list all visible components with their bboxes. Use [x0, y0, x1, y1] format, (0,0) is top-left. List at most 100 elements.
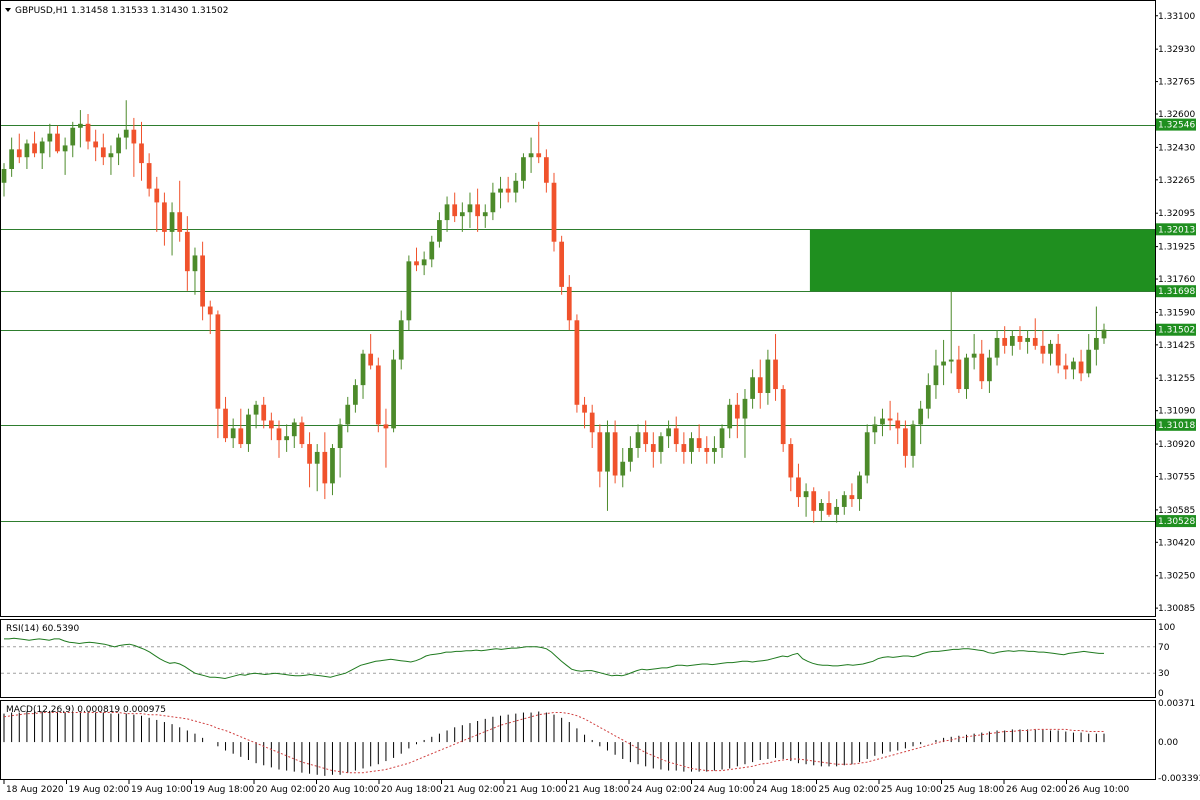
- candle-body: [757, 377, 763, 393]
- candle-body: [406, 261, 412, 321]
- candle-body: [1002, 337, 1008, 346]
- candle: [582, 396, 587, 429]
- candle: [605, 420, 610, 511]
- candle: [712, 436, 717, 464]
- candle: [406, 255, 412, 331]
- candle-body: [635, 432, 641, 448]
- candle: [956, 345, 962, 393]
- candle-body: [284, 436, 290, 441]
- resistance-zone-layer: [809, 229, 1155, 292]
- time-tick-label: 21 Aug 18:00: [569, 785, 630, 795]
- level-tag-box: [1156, 515, 1196, 528]
- candle-body: [184, 231, 190, 272]
- candle: [673, 416, 679, 452]
- candle-body: [62, 145, 68, 152]
- collapse-triangle-icon[interactable]: [5, 8, 11, 12]
- candle: [979, 339, 985, 390]
- candle: [253, 400, 259, 429]
- level-tag-label: 1.31018: [1158, 421, 1195, 431]
- candle: [689, 432, 694, 464]
- candle-body: [750, 377, 755, 399]
- candle-body: [872, 424, 878, 433]
- candle: [841, 491, 847, 515]
- candle-body: [131, 129, 137, 144]
- candle-body: [1032, 337, 1038, 346]
- candle: [910, 420, 916, 468]
- candle-body: [788, 444, 794, 478]
- candle: [177, 180, 183, 242]
- price-tick-label: 1.31760: [1158, 275, 1195, 285]
- candle-body: [139, 143, 144, 164]
- candle-body: [903, 428, 908, 456]
- candle: [169, 202, 175, 256]
- time-tick-label: 25 Aug 10:00: [881, 785, 942, 795]
- candle: [131, 117, 137, 177]
- candle: [345, 396, 351, 433]
- candle: [215, 310, 221, 439]
- candle: [116, 133, 121, 166]
- candle-body: [108, 153, 114, 158]
- candle: [437, 212, 442, 248]
- candle-body: [605, 432, 610, 472]
- candle: [1093, 306, 1099, 366]
- macd-layer: 0.00371 0.00 -0.003393: [3, 699, 1200, 784]
- candle-body: [398, 320, 404, 360]
- candle-body: [880, 418, 885, 425]
- candle-body: [123, 129, 129, 138]
- candle: [681, 432, 687, 464]
- level-tag-box: [1156, 223, 1196, 236]
- level-tag-label: 1.32013: [1158, 225, 1195, 235]
- candle: [360, 349, 366, 399]
- time-tick-label: 19 Aug 18:00: [194, 785, 255, 795]
- candle: [1040, 330, 1046, 364]
- candle-body: [895, 420, 901, 429]
- candle: [391, 349, 396, 433]
- candle-body: [314, 451, 320, 464]
- price-tick-label: 1.31255: [1158, 374, 1195, 384]
- candle: [513, 172, 519, 203]
- candle-body: [85, 123, 91, 142]
- candle-body: [78, 123, 83, 128]
- candle-body: [116, 137, 121, 154]
- candle: [1025, 330, 1030, 354]
- candle-body: [566, 286, 572, 321]
- rsi-layer: 100 70 30 0: [1, 623, 1175, 699]
- candle-body: [582, 404, 587, 413]
- candle: [284, 424, 290, 452]
- candle-body: [620, 461, 626, 476]
- macd-signal-line: [3, 712, 1104, 774]
- candle-body: [712, 447, 717, 452]
- candle-body: [658, 436, 664, 452]
- candle: [268, 412, 274, 441]
- candle-body: [1063, 365, 1069, 370]
- time-tick-label: 25 Aug 02:00: [819, 785, 880, 795]
- price-tick-label: 1.31925: [1158, 243, 1195, 253]
- candle: [941, 339, 946, 386]
- candle-body: [1093, 337, 1099, 350]
- candle: [467, 192, 473, 228]
- candle-body: [93, 141, 99, 148]
- candle-body: [154, 188, 160, 203]
- candle-body: [1009, 336, 1015, 346]
- price-tick-label: 1.30420: [1158, 538, 1195, 548]
- candle-body: [521, 157, 526, 181]
- candle-body: [47, 133, 53, 142]
- time-tick-label: 24 Aug 02:00: [631, 785, 692, 795]
- candle-body: [414, 261, 419, 266]
- candle-body: [482, 212, 488, 217]
- candle-body: [826, 503, 832, 515]
- candle: [666, 420, 671, 448]
- macd-pane-frame: [0, 700, 1156, 780]
- time-tick-label: 20 Aug 10:00: [319, 785, 380, 795]
- candle-body: [1101, 329, 1107, 339]
- candle-body: [918, 408, 924, 425]
- candle-body: [230, 428, 236, 439]
- candle: [818, 499, 824, 521]
- time-tick-label: 20 Aug 18:00: [381, 785, 442, 795]
- candle-body: [971, 353, 977, 358]
- candle-body: [368, 353, 374, 366]
- candle: [987, 349, 992, 393]
- candle-body: [375, 365, 381, 425]
- candle-body: [32, 143, 37, 154]
- level-tag-box: [1156, 285, 1196, 298]
